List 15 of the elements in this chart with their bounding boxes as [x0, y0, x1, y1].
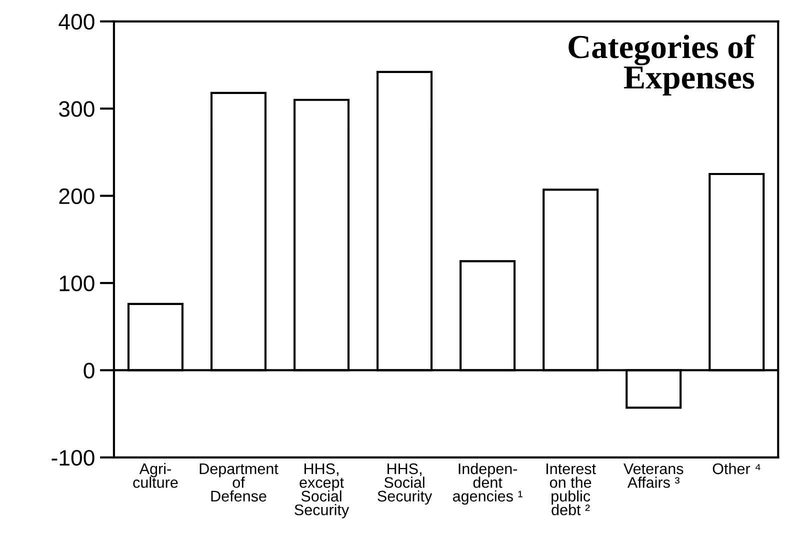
x-tick-label: Other ⁴ — [712, 462, 760, 474]
x-tick-label: Department of Defense — [200, 464, 278, 502]
x-tick-label: Indepen- dent agencies ¹ — [452, 462, 522, 505]
x-tick-label: Agri- culture — [133, 462, 178, 488]
y-tick-label: -100 — [52, 450, 94, 466]
y-tick-label: 200 — [59, 188, 94, 204]
y-tick-label: 100 — [60, 276, 94, 292]
y-tick-label: 0 — [84, 362, 94, 378]
y-tick-label: 300 — [58, 101, 94, 117]
y-tick-label: 400 — [58, 14, 94, 30]
text: Categories of Expenses — [568, 34, 756, 96]
x-tick-label: Veterans Affairs ³ — [624, 464, 684, 488]
x-tick-label: HHS, except Social Security — [294, 463, 350, 518]
x-tick-label: Interest on the public debt ² — [546, 464, 596, 516]
x-tick-label: HHS, Social Security — [378, 463, 432, 505]
